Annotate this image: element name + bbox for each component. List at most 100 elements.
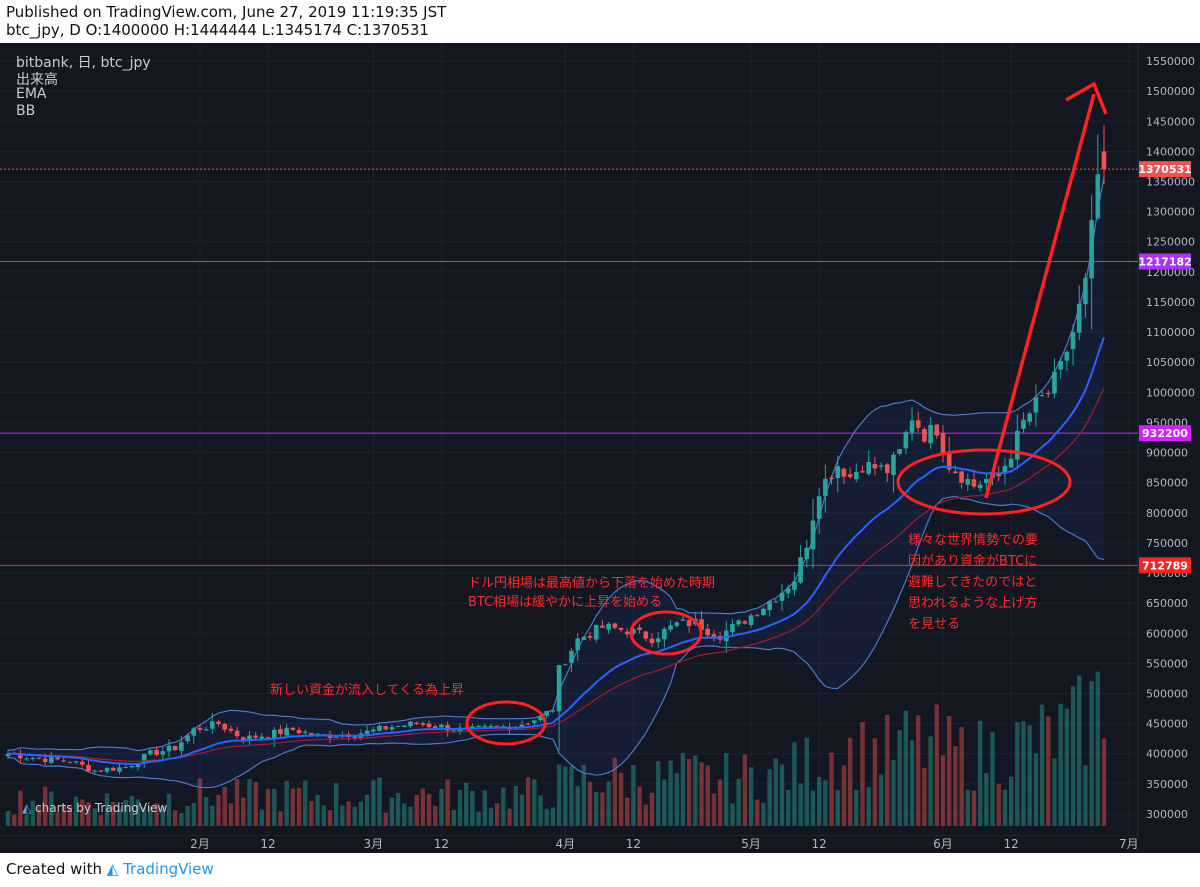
volume-bar [680, 753, 686, 826]
volume-bar [451, 809, 457, 826]
candle-body [309, 732, 314, 735]
candle-body [946, 452, 952, 470]
candle-body [1045, 393, 1051, 395]
volume-bar [383, 812, 388, 826]
candle-body [154, 749, 159, 755]
candle-body [556, 664, 562, 712]
volume-bar [804, 737, 809, 826]
candle-body [922, 429, 927, 442]
annotation-text-inflow: 新しい資金が流入してくる為上昇 [270, 683, 464, 698]
volume-bar [439, 788, 444, 826]
candle-body [5, 753, 11, 757]
volume-bar [352, 806, 357, 826]
volume-bar [24, 814, 29, 826]
candle-body [953, 471, 958, 474]
publish-info: Published on TradingView.com, June 27, 2… [6, 3, 447, 21]
volume-bar [984, 773, 989, 826]
volume-bar [488, 807, 494, 826]
candle-body [1095, 174, 1101, 219]
candle-body [754, 615, 760, 617]
price-tick-label: 850000 [1146, 477, 1188, 490]
volume-bar [699, 762, 704, 826]
candle-body [1002, 465, 1008, 474]
legend-volume[interactable]: 出来高 [16, 72, 58, 88]
volume-bar [872, 738, 878, 826]
volume-bar [501, 787, 506, 826]
volume-bar [668, 760, 673, 826]
volume-bar [241, 797, 246, 826]
price-tick-label: 1000000 [1146, 386, 1195, 399]
candles [5, 124, 1107, 775]
candle-body [662, 628, 667, 640]
volume-bar [1052, 758, 1057, 826]
candle-body [36, 757, 42, 759]
volume-bar [823, 780, 828, 826]
candle-body [909, 420, 915, 433]
volume-bar [290, 788, 296, 826]
price-tick-label: 1250000 [1146, 236, 1195, 249]
ema-slow-line [8, 387, 1105, 763]
level-badge-1217182 [1139, 253, 1191, 270]
volume-bar [891, 760, 896, 826]
candle-body [482, 725, 488, 727]
volume-bar [854, 789, 859, 826]
bb-lower-line [7, 495, 1105, 789]
candle-body [779, 592, 785, 601]
price-tick-label: 600000 [1146, 627, 1188, 640]
volume-bar [1039, 704, 1045, 826]
candle-body [352, 736, 358, 739]
candle-body [271, 729, 277, 739]
candle-body [141, 753, 147, 763]
legend-bb[interactable]: BB [16, 103, 36, 119]
volume-bar [160, 806, 166, 826]
volume-bar [364, 794, 370, 826]
volume-bar [154, 803, 159, 826]
candle-body [55, 757, 60, 760]
candle-body [1076, 303, 1082, 333]
candle-body [618, 627, 624, 630]
candle-body [18, 753, 23, 759]
candle-body [160, 751, 166, 755]
volume-bar [185, 806, 190, 826]
volume-bar [104, 793, 110, 826]
candle-body [798, 557, 803, 583]
candle-body [290, 727, 296, 730]
tradingview-footer-icon: ◭ [106, 860, 119, 878]
candle-body [1070, 332, 1076, 350]
volume-bar [525, 777, 531, 826]
candle-body [525, 723, 531, 725]
candle-body [86, 764, 91, 772]
candle-body [395, 725, 401, 727]
candle-body [240, 737, 246, 742]
volume-bar [426, 793, 432, 826]
volume-bar [49, 791, 54, 826]
footer-brand[interactable]: TradingView [123, 860, 214, 878]
volume-bar [996, 783, 1001, 826]
candle-body [389, 727, 395, 730]
price-tick-label: 400000 [1146, 748, 1188, 761]
candle-body [637, 627, 642, 630]
volume-bar [1046, 716, 1051, 826]
time-tick-label: 7月 [1119, 837, 1139, 851]
level-badge-text: 932200 [1142, 427, 1188, 440]
footer-credit[interactable]: Created with ◭ TradingView [6, 860, 214, 878]
candle-body [748, 615, 754, 625]
legend-symbol[interactable]: bitbank, 日, btc_jpy [16, 55, 151, 71]
volume-bar [482, 790, 487, 826]
time-axis-background [0, 836, 1200, 853]
candle-body [699, 619, 704, 630]
candle-body [1052, 371, 1057, 394]
candle-body [179, 742, 184, 751]
volume-bar [172, 810, 178, 826]
tradingview-watermark[interactable]: ◭ charts by TradingView [22, 801, 168, 815]
volume-bar [990, 732, 995, 826]
candle-body [166, 745, 172, 752]
candle-body [593, 624, 599, 640]
volume-bar [835, 790, 840, 826]
candle-body [80, 761, 85, 765]
volume-bar [717, 779, 723, 826]
volume-bar [959, 727, 964, 826]
legend-ema[interactable]: EMA [16, 86, 47, 102]
candle-body [785, 588, 791, 594]
